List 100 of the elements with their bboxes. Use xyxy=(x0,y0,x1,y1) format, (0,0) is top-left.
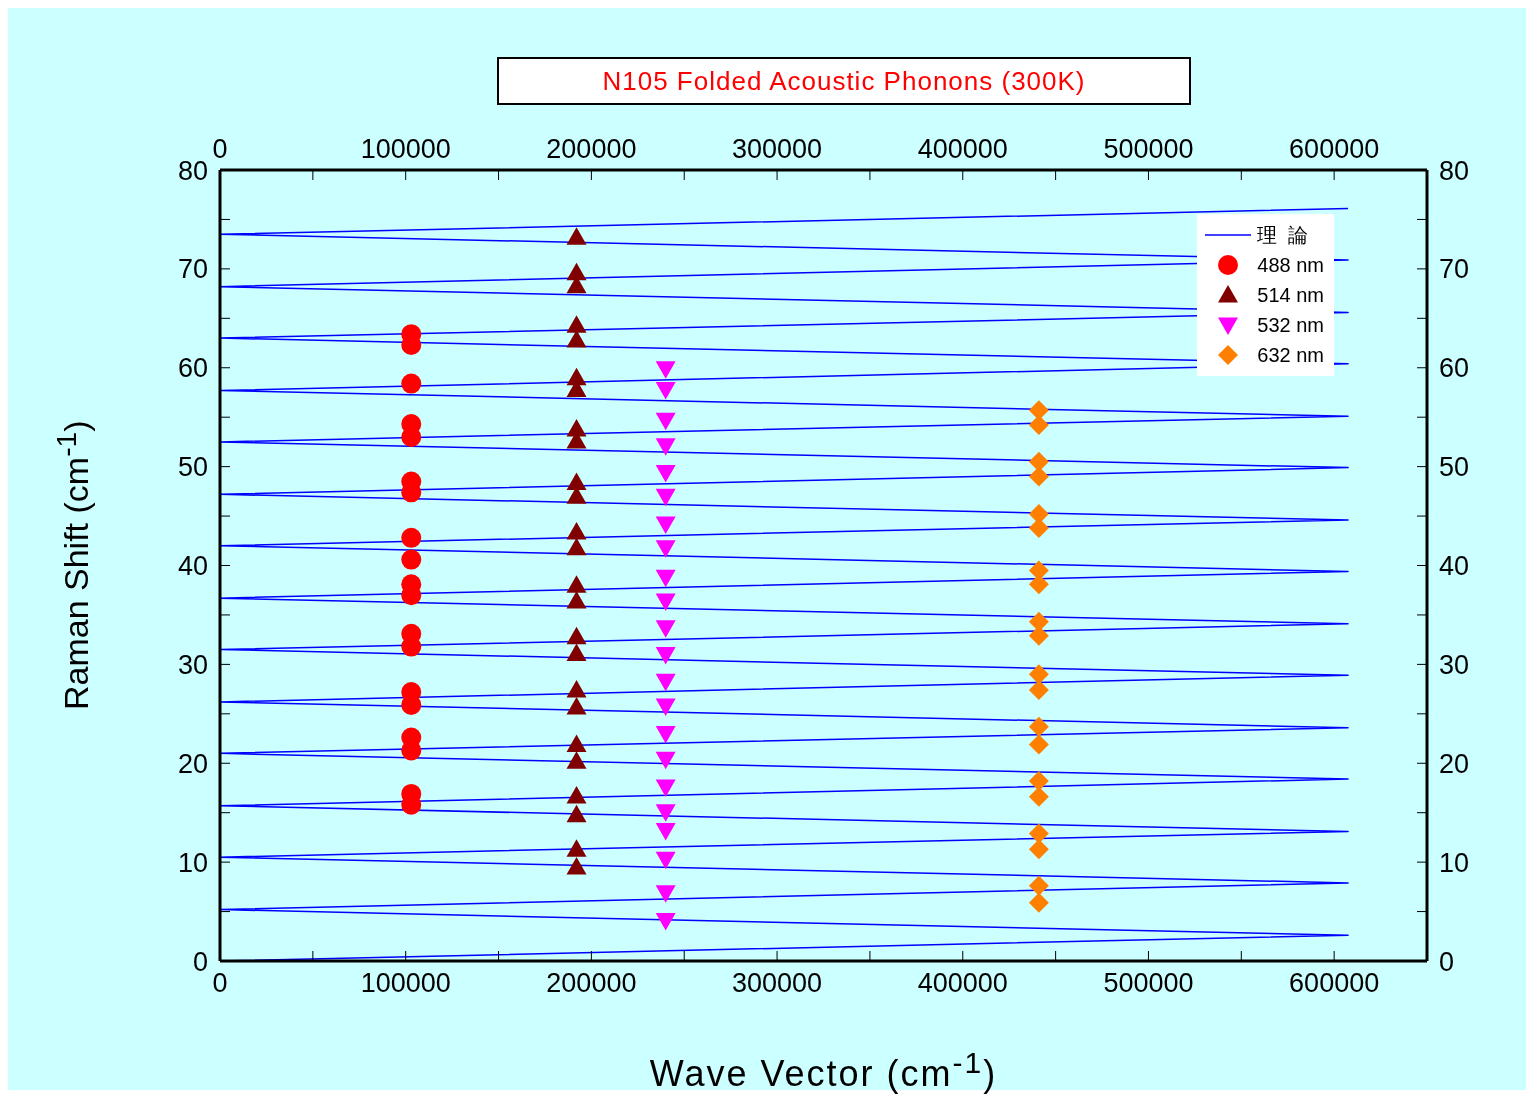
point xyxy=(1028,400,1049,421)
point xyxy=(655,438,676,456)
point xyxy=(566,857,587,875)
y2-tick-label: 0 xyxy=(1439,946,1455,977)
chart-title: N105 Folded Acoustic Phonons (300K) xyxy=(497,57,1191,105)
point xyxy=(655,822,676,841)
point xyxy=(655,673,676,692)
point xyxy=(566,537,587,556)
point xyxy=(1028,771,1049,792)
point xyxy=(655,593,676,612)
point xyxy=(655,912,676,931)
point xyxy=(566,330,587,348)
point xyxy=(401,549,422,570)
x-tick-label: 200000 xyxy=(546,134,637,164)
y2-tick-label: 70 xyxy=(1439,254,1470,285)
point xyxy=(655,804,676,822)
point xyxy=(566,643,587,661)
point xyxy=(1028,625,1049,646)
point xyxy=(566,680,587,698)
point xyxy=(655,851,676,870)
point xyxy=(655,620,676,638)
point xyxy=(566,734,587,752)
point xyxy=(566,575,587,593)
point xyxy=(655,885,676,903)
y-tick-label: 0 xyxy=(192,946,208,977)
point xyxy=(401,636,422,657)
y2-tick-label: 30 xyxy=(1439,649,1470,680)
point xyxy=(655,488,676,507)
point xyxy=(655,726,676,744)
point xyxy=(1028,451,1049,472)
point xyxy=(566,227,587,245)
point xyxy=(566,839,587,857)
point xyxy=(566,785,587,804)
point xyxy=(401,740,422,761)
y-tick-label: 20 xyxy=(177,748,208,779)
point xyxy=(655,361,676,379)
y2-tick-label: 20 xyxy=(1439,748,1470,779)
x-tick-label: 0 xyxy=(212,134,228,164)
point xyxy=(1028,664,1049,685)
y2-tick-label: 40 xyxy=(1439,551,1470,582)
x-tick-label: 300000 xyxy=(732,134,823,164)
point xyxy=(1028,466,1049,487)
point xyxy=(655,698,676,716)
point xyxy=(566,472,587,490)
x-tick-label: 100000 xyxy=(360,134,451,164)
x2-tick-label: 500000 xyxy=(1103,968,1194,999)
x-axis-title: Wave Vector (cm$^{-1}$) xyxy=(648,1046,999,1095)
point xyxy=(566,696,587,715)
x2-tick-label: 200000 xyxy=(546,968,637,999)
point xyxy=(1028,839,1049,860)
point xyxy=(1028,786,1049,807)
point xyxy=(1028,875,1049,896)
point xyxy=(655,751,676,770)
y-tick-label: 50 xyxy=(177,452,208,483)
point xyxy=(655,540,676,558)
point xyxy=(566,626,587,645)
point xyxy=(1028,892,1049,913)
y-tick-label: 80 xyxy=(177,155,208,186)
legend-label: 532 nm xyxy=(1257,313,1324,337)
x2-tick-label: 0 xyxy=(212,968,228,999)
y-tick-label: 10 xyxy=(177,847,208,878)
point xyxy=(566,751,587,769)
y-tick-label: 70 xyxy=(177,254,208,285)
x2-tick-label: 100000 xyxy=(360,968,451,999)
y-tick-label: 40 xyxy=(177,551,208,582)
y2-tick-label: 60 xyxy=(1439,353,1470,384)
x-tick-label: 600000 xyxy=(1289,134,1380,164)
point xyxy=(566,591,587,609)
point xyxy=(1028,415,1049,436)
point xyxy=(655,516,676,534)
x2-tick-label: 300000 xyxy=(732,968,823,999)
point xyxy=(1028,716,1049,737)
y2-tick-label: 50 xyxy=(1439,452,1470,483)
legend-label: 488 nm xyxy=(1257,253,1324,277)
point xyxy=(1028,823,1049,844)
point xyxy=(401,373,422,394)
x2-tick-label: 400000 xyxy=(917,968,1008,999)
point xyxy=(1028,734,1049,755)
point xyxy=(655,465,676,483)
point xyxy=(566,315,587,333)
point xyxy=(655,569,676,588)
x-tick-label: 400000 xyxy=(917,134,1008,164)
legend-label: 632 nm xyxy=(1257,343,1324,367)
point xyxy=(655,646,676,665)
point xyxy=(655,412,676,431)
x-tick-label: 500000 xyxy=(1103,134,1194,164)
y-tick-label: 30 xyxy=(177,649,208,680)
x2-tick-label: 600000 xyxy=(1289,968,1380,999)
y2-tick-label: 10 xyxy=(1439,847,1470,878)
point xyxy=(1028,574,1049,595)
line-series xyxy=(220,207,1349,961)
y2-tick-label: 80 xyxy=(1439,155,1470,186)
point xyxy=(655,779,676,797)
legend-label: 514 nm xyxy=(1257,283,1324,307)
y-tick-label: 60 xyxy=(177,353,208,384)
point xyxy=(566,804,587,823)
point xyxy=(655,382,676,400)
point xyxy=(1028,680,1049,701)
legend-label: 理 論 xyxy=(1257,222,1309,248)
point xyxy=(566,521,587,540)
